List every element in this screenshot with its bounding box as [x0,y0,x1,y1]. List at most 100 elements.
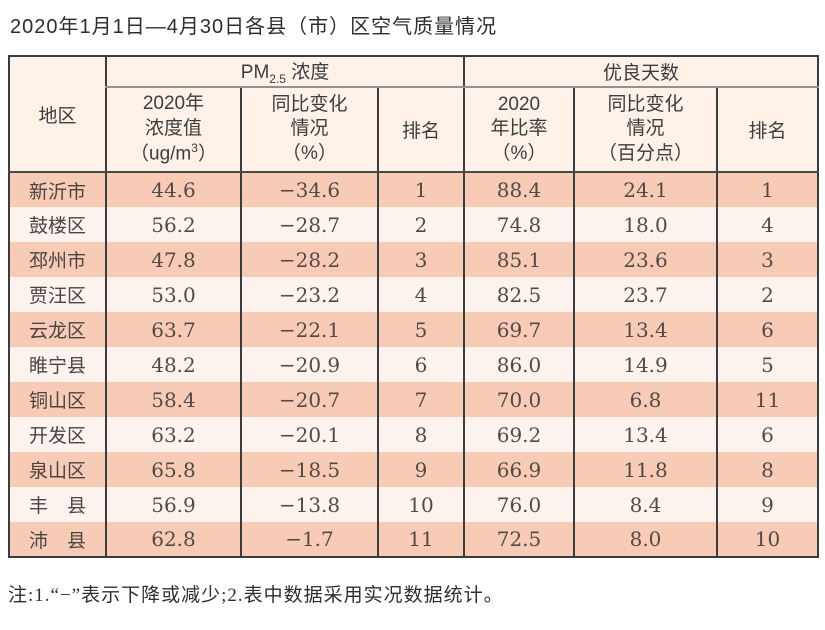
table-row: 新沂市 44.6 −34.6 1 88.4 24.1 1 [8,172,819,207]
cell-pm-value: 65.8 [105,452,241,487]
cell-pm-rank: 1 [377,172,464,207]
cell-pm-value: 58.4 [105,382,241,417]
table-row: 贾汪区 53.0 −23.2 4 82.5 23.7 2 [8,277,819,312]
header-line: （百分点） [597,142,693,164]
cell-gd-ratio: 85.1 [463,242,574,277]
cell-pm-value: 47.8 [105,242,241,277]
cell-region: 丰 县 [8,487,106,522]
cell-gd-change: 23.7 [573,277,717,312]
header-line: （ug/m3） [130,140,217,165]
table-row: 云龙区 63.7 −22.1 5 69.7 13.4 6 [8,312,819,347]
pm-label-rest: 浓度 [285,62,330,84]
cell-gd-rank: 1 [715,172,819,207]
cell-pm-change: −23.2 [240,277,378,312]
cell-region: 贾汪区 [8,277,106,312]
cell-gd-ratio: 70.0 [463,382,574,417]
header-line: （%） [491,142,547,164]
cell-pm-value: 56.2 [105,207,241,242]
cell-pm-change: −20.7 [240,382,378,417]
table-row: 丰 县 56.9 −13.8 10 76.0 8.4 9 [8,487,819,522]
header-line: 浓度值 [144,117,202,139]
cell-region: 云龙区 [8,312,106,347]
cell-pm-change: −20.1 [240,417,378,452]
table-row: 沛 县 62.8 −1.7 11 72.5 8.0 10 [8,522,819,557]
table-row: 铜山区 58.4 −20.7 7 70.0 6.8 11 [8,382,819,417]
cell-gd-ratio: 86.0 [463,347,574,382]
cell-pm-value: 62.8 [105,522,241,557]
cell-gd-change: 13.4 [573,417,717,452]
cell-pm-change: −22.1 [240,312,378,347]
cell-region: 新沂市 [8,172,106,207]
header-gd-change: 同比变化 情况 （百分点） [573,87,717,173]
cell-pm-rank: 5 [377,312,464,347]
page-title: 2020年1月1日—4月30日各县（市）区空气质量情况 [10,16,498,38]
cell-gd-rank: 6 [715,417,819,452]
header-gd-rank: 排名 [715,87,819,173]
header-line: 同比变化 [271,94,348,116]
cell-pm-change: −34.6 [240,172,378,207]
pm-label: PM [240,62,270,84]
cell-pm-rank: 10 [377,487,464,522]
cell-pm-rank: 6 [377,347,464,382]
header-group-row: 地区 PM2.5 浓度 优良天数 [8,56,819,173]
cell-gd-change: 18.0 [573,207,717,242]
cell-pm-change: −13.8 [240,487,378,522]
cell-gd-change: 6.8 [573,382,717,417]
cell-gd-ratio: 74.8 [463,207,574,242]
cell-gd-change: 13.4 [573,312,717,347]
cell-region: 泉山区 [8,452,106,487]
cell-gd-ratio: 82.5 [463,277,574,312]
cell-pm-rank: 3 [377,242,464,277]
cell-pm-value: 63.2 [105,417,241,452]
header-line: 情况 [290,118,329,140]
cell-gd-ratio: 72.5 [463,522,574,557]
header-group-pm25: PM2.5 浓度 [105,56,464,88]
cell-gd-rank: 2 [715,277,819,312]
header-pm-rank: 排名 [377,87,464,173]
cell-gd-change: 8.4 [573,487,717,522]
cell-pm-value: 44.6 [105,172,241,207]
header-line: 2020 [497,94,541,116]
cell-gd-change: 8.0 [573,522,717,557]
cell-pm-rank: 11 [377,522,464,557]
cell-pm-rank: 8 [377,417,464,452]
superscript-3: 3 [191,140,198,155]
header-pm-change: 同比变化 情况 （%） [240,87,378,173]
cell-pm-change: −28.7 [240,207,378,242]
cell-pm-change: −28.2 [240,242,378,277]
pm-subscript: 2.5 [269,71,286,86]
cell-pm-change: −1.7 [240,522,378,557]
air-quality-table: 地区 PM2.5 浓度 优良天数 2020年 浓度值 （ug/m3） 同比变化 … [8,55,820,558]
cell-gd-ratio: 88.4 [463,172,574,207]
table-row: 开发区 63.2 −20.1 8 69.2 13.4 6 [8,417,819,452]
cell-gd-ratio: 69.2 [463,417,574,452]
table-row: 邳州市 47.8 −28.2 3 85.1 23.6 3 [8,242,819,277]
header-pm-value: 2020年 浓度值 （ug/m3） [105,87,241,173]
cell-region: 邳州市 [8,242,106,277]
cell-pm-value: 56.9 [105,487,241,522]
cell-pm-change: −18.5 [240,452,378,487]
cell-region: 铜山区 [8,382,106,417]
header-group-good-days: 优良天数 [462,56,819,88]
table-row: 鼓楼区 56.2 −28.7 2 74.8 18.0 4 [8,207,819,242]
cell-gd-rank: 8 [715,452,819,487]
cell-gd-change: 24.1 [573,172,717,207]
header-region: 地区 [8,56,106,173]
cell-region: 沛 县 [8,522,106,557]
cell-gd-rank: 6 [715,312,819,347]
cell-gd-rank: 3 [715,242,819,277]
table-row: 睢宁县 48.2 −20.9 6 86.0 14.9 5 [8,347,819,382]
cell-pm-rank: 2 [377,207,464,242]
cell-gd-rank: 4 [715,207,819,242]
table-body: 新沂市 44.6 −34.6 1 88.4 24.1 1 鼓楼区 56.2 −2… [8,172,819,557]
cell-pm-value: 48.2 [105,347,241,382]
header-line: 年比率 [490,118,548,140]
cell-gd-change: 23.6 [573,242,717,277]
header-sub-row: 2020年 浓度值 （ug/m3） 同比变化 情况 （%） 排名 2020 年比… [9,87,819,173]
header-gd-ratio: 2020 年比率 （%） [463,87,574,173]
table-header: 地区 PM2.5 浓度 优良天数 2020年 浓度值 （ug/m3） 同比变化 … [8,56,819,173]
cell-pm-value: 63.7 [105,312,241,347]
header-line: 同比变化 [607,94,684,116]
cell-gd-rank: 10 [715,522,819,557]
cell-gd-rank: 11 [715,382,819,417]
